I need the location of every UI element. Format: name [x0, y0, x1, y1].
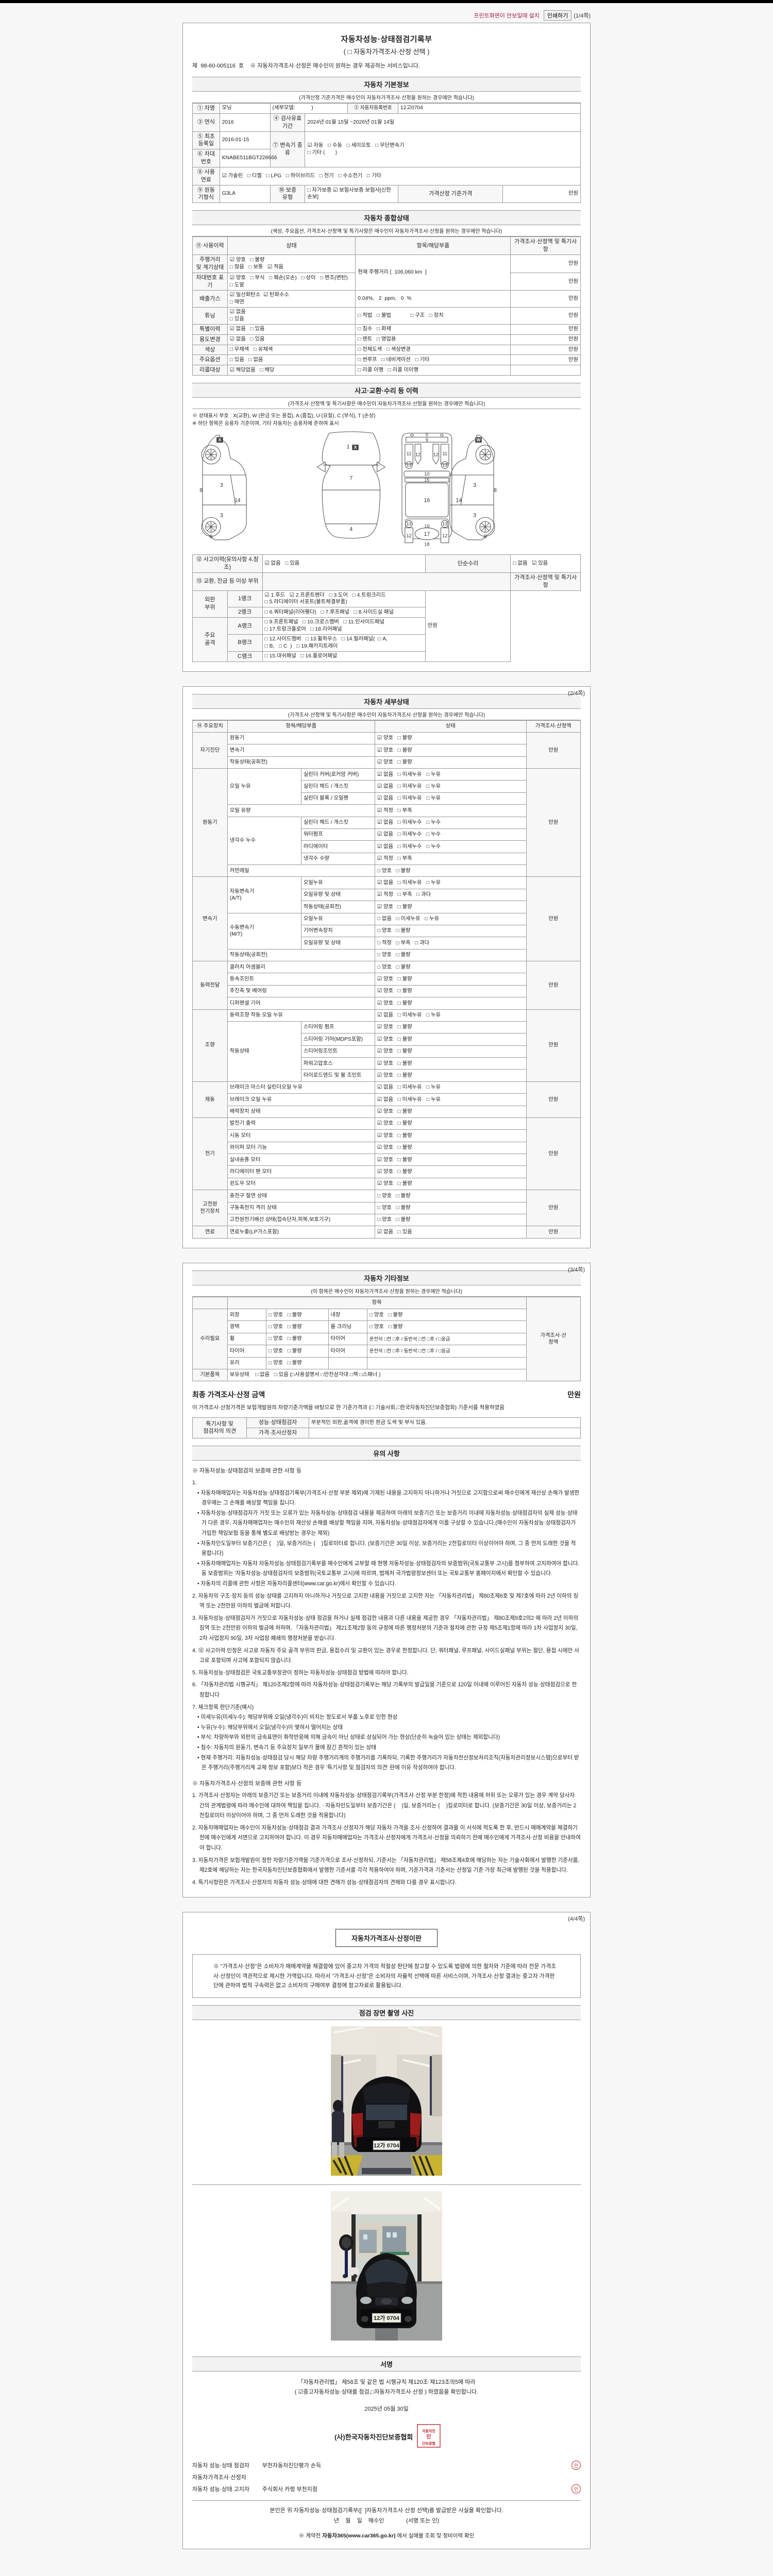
svg-text:인: 인	[426, 2433, 431, 2440]
svg-text:13: 13	[442, 463, 447, 468]
svg-text:단보증협: 단보증협	[422, 2441, 435, 2446]
svg-text:10: 10	[424, 471, 429, 477]
svg-text:W: W	[476, 437, 481, 443]
svg-text:7: 7	[349, 476, 352, 482]
svg-text:3: 3	[473, 482, 476, 488]
svg-text:6: 6	[210, 534, 213, 540]
svg-text:자동차진: 자동차진	[422, 2429, 435, 2433]
svg-text:18: 18	[424, 542, 429, 547]
svg-text:11: 11	[407, 451, 412, 456]
svg-text:16: 16	[424, 497, 430, 503]
svg-text:13: 13	[406, 463, 411, 468]
svg-text:12가 0704: 12가 0704	[374, 2314, 400, 2321]
svg-text:13: 13	[406, 521, 411, 527]
svg-text:17: 17	[424, 531, 430, 537]
svg-text:11: 11	[442, 451, 447, 456]
svg-text:8: 8	[199, 487, 203, 494]
svg-text:1: 1	[347, 444, 350, 450]
svg-text:6: 6	[484, 534, 487, 540]
svg-text:X: X	[219, 437, 222, 443]
svg-text:9: 9	[426, 437, 428, 443]
svg-text:12가 0704: 12가 0704	[374, 2142, 400, 2149]
svg-text:X: X	[354, 445, 357, 450]
svg-text:13: 13	[442, 521, 447, 527]
svg-text:3: 3	[220, 482, 223, 488]
svg-text:4: 4	[349, 526, 352, 532]
svg-text:15: 15	[424, 478, 429, 483]
svg-text:12: 12	[433, 452, 439, 457]
svg-text:12: 12	[406, 533, 411, 538]
svg-text:12: 12	[442, 533, 447, 538]
svg-text:5: 5	[426, 432, 428, 437]
svg-text:12: 12	[415, 452, 421, 457]
svg-text:8: 8	[494, 487, 497, 494]
svg-text:3: 3	[220, 512, 223, 518]
svg-text:14: 14	[234, 497, 241, 503]
svg-text:3: 3	[473, 512, 476, 518]
svg-text:14: 14	[456, 497, 462, 503]
